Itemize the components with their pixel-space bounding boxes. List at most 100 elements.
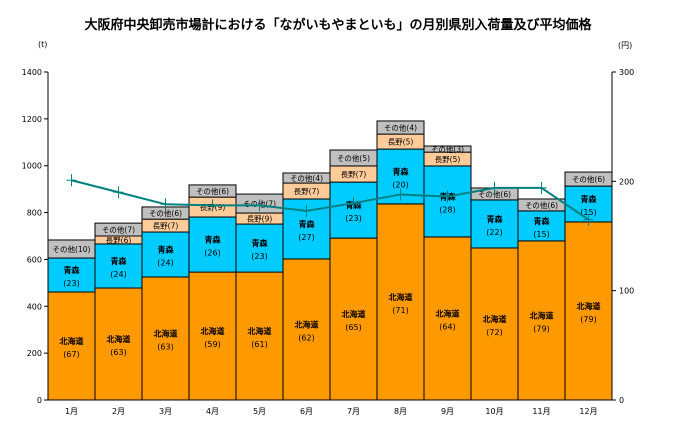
bar-label: その他(10): [53, 244, 91, 254]
bar-label-share: (23): [345, 214, 361, 223]
bar-hokkaido: [423, 236, 472, 401]
bar-label-share: (15): [533, 230, 549, 239]
x-tick-label: 2月: [112, 407, 125, 416]
bar-aomori: [94, 243, 143, 289]
bar-other: [376, 120, 425, 135]
bar-label-name: 北海道: [107, 334, 131, 344]
bar-label-share: (22): [486, 228, 502, 237]
bar-label-name: 青森: [299, 219, 316, 229]
price-marker: [489, 181, 500, 194]
y-tick-label: 800: [27, 209, 42, 218]
bar-label-share: (67): [63, 350, 79, 359]
bar-label-name: 青森: [534, 216, 551, 226]
bar-label-share: (62): [298, 333, 314, 342]
bar-label-share: (71): [392, 306, 408, 315]
bar-label: その他(6): [525, 200, 558, 210]
bar-label: 長野(9): [247, 215, 273, 224]
y-tick-label: 600: [27, 255, 42, 264]
chart-title: 大阪府中央卸売市場計における「ながいもやまといも」の月別県別入荷量及び平均価格: [84, 18, 592, 33]
bar-label-name: 北海道: [389, 292, 413, 302]
bar-label-name: 青森: [111, 256, 128, 266]
bar-other: [423, 145, 472, 153]
bar-label-share: (15): [580, 208, 596, 217]
price-line: [71, 179, 590, 221]
bar-label-share: (79): [533, 324, 549, 333]
bar-label-name: 青森: [64, 265, 81, 275]
bar-label-name: 青森: [158, 245, 175, 255]
bar-label: 長野(7): [294, 187, 320, 196]
bar-label-share: (72): [486, 328, 502, 337]
y-tick-label: 1200: [22, 115, 42, 124]
bar-label-name: 青森: [205, 235, 222, 245]
bar-label: 長野(7): [153, 222, 179, 231]
bar-label-name: 北海道: [530, 310, 554, 320]
bar-label: その他(7): [102, 225, 135, 235]
y2-tick-label: 0: [619, 396, 624, 405]
price-marker: [442, 190, 453, 203]
bar-label-share: (24): [110, 270, 126, 279]
bar-label-share: (79): [580, 315, 596, 324]
bar-label-share: (64): [439, 322, 455, 331]
bar-label: 長野(5): [435, 155, 461, 164]
price-marker: [536, 181, 547, 194]
bar-label-name: 北海道: [342, 309, 366, 319]
bar-label-share: (63): [110, 348, 126, 357]
x-tick-label: 6月: [300, 407, 313, 416]
bar-hokkaido: [94, 287, 143, 401]
price-marker: [207, 199, 218, 212]
bar-hokkaido: [47, 291, 96, 401]
y-tick-label: 1400: [22, 68, 42, 77]
bar-label-share: (61): [251, 340, 267, 349]
bar-label-name: 北海道: [60, 336, 84, 346]
bar-label-name: 北海道: [201, 326, 225, 336]
bar-hokkaido: [235, 271, 284, 401]
bar-label-share: (24): [157, 259, 173, 268]
bar-label: その他(6): [149, 208, 182, 218]
price-marker: [583, 213, 594, 226]
bar-hokkaido: [329, 237, 378, 401]
bar-aomori: [517, 210, 566, 242]
bar-hokkaido: [188, 271, 237, 401]
price-marker: [113, 186, 124, 199]
x-tick-label: 3月: [159, 407, 172, 416]
x-tick-label: 11月: [532, 407, 550, 416]
x-tick-label: 7月: [347, 407, 360, 416]
x-tick-label: 10月: [485, 407, 503, 416]
bar-label: その他(4): [384, 123, 417, 133]
bar-label: 長野(5): [388, 138, 414, 147]
bar-label: その他(3): [431, 144, 464, 154]
y-tick-label: 400: [27, 302, 42, 311]
bar-label: 長野(6): [106, 236, 132, 245]
y-axis-unit: (t): [38, 40, 48, 49]
bar-label: その他(6): [572, 174, 605, 184]
x-tick-label: 5月: [253, 407, 266, 416]
bar-label: その他(4): [290, 173, 323, 183]
bar-label-name: 北海道: [154, 329, 178, 339]
y-tick-label: 1000: [22, 162, 42, 171]
x-tick-label: 1月: [65, 407, 78, 416]
bar-label-name: 北海道: [248, 326, 272, 336]
price-marker: [66, 174, 77, 187]
bar-label-name: 北海道: [436, 308, 460, 318]
bar-aomori: [188, 216, 237, 273]
bar-label-share: (20): [392, 180, 408, 189]
bar-other: [564, 171, 613, 187]
y2-tick-label: 100: [619, 287, 634, 296]
bar-label-share: (23): [251, 252, 267, 261]
bar-label: その他(6): [196, 186, 229, 196]
bar-label-name: 北海道: [483, 314, 507, 324]
bar-label-name: 青森: [393, 166, 410, 176]
x-tick-label: 9月: [441, 407, 454, 416]
bar-hokkaido: [517, 240, 566, 401]
bar-label-share: (63): [157, 343, 173, 352]
bar-label: その他(6): [478, 189, 511, 199]
y2-tick-label: 200: [619, 177, 634, 186]
bar-label: その他(5): [337, 153, 370, 163]
y2-tick-label: 300: [619, 68, 634, 77]
bar-label-share: (27): [298, 233, 314, 242]
bar-label-name: 青森: [487, 214, 504, 224]
bar-label-name: 青森: [581, 194, 598, 204]
bar-label-share: (28): [439, 205, 455, 214]
